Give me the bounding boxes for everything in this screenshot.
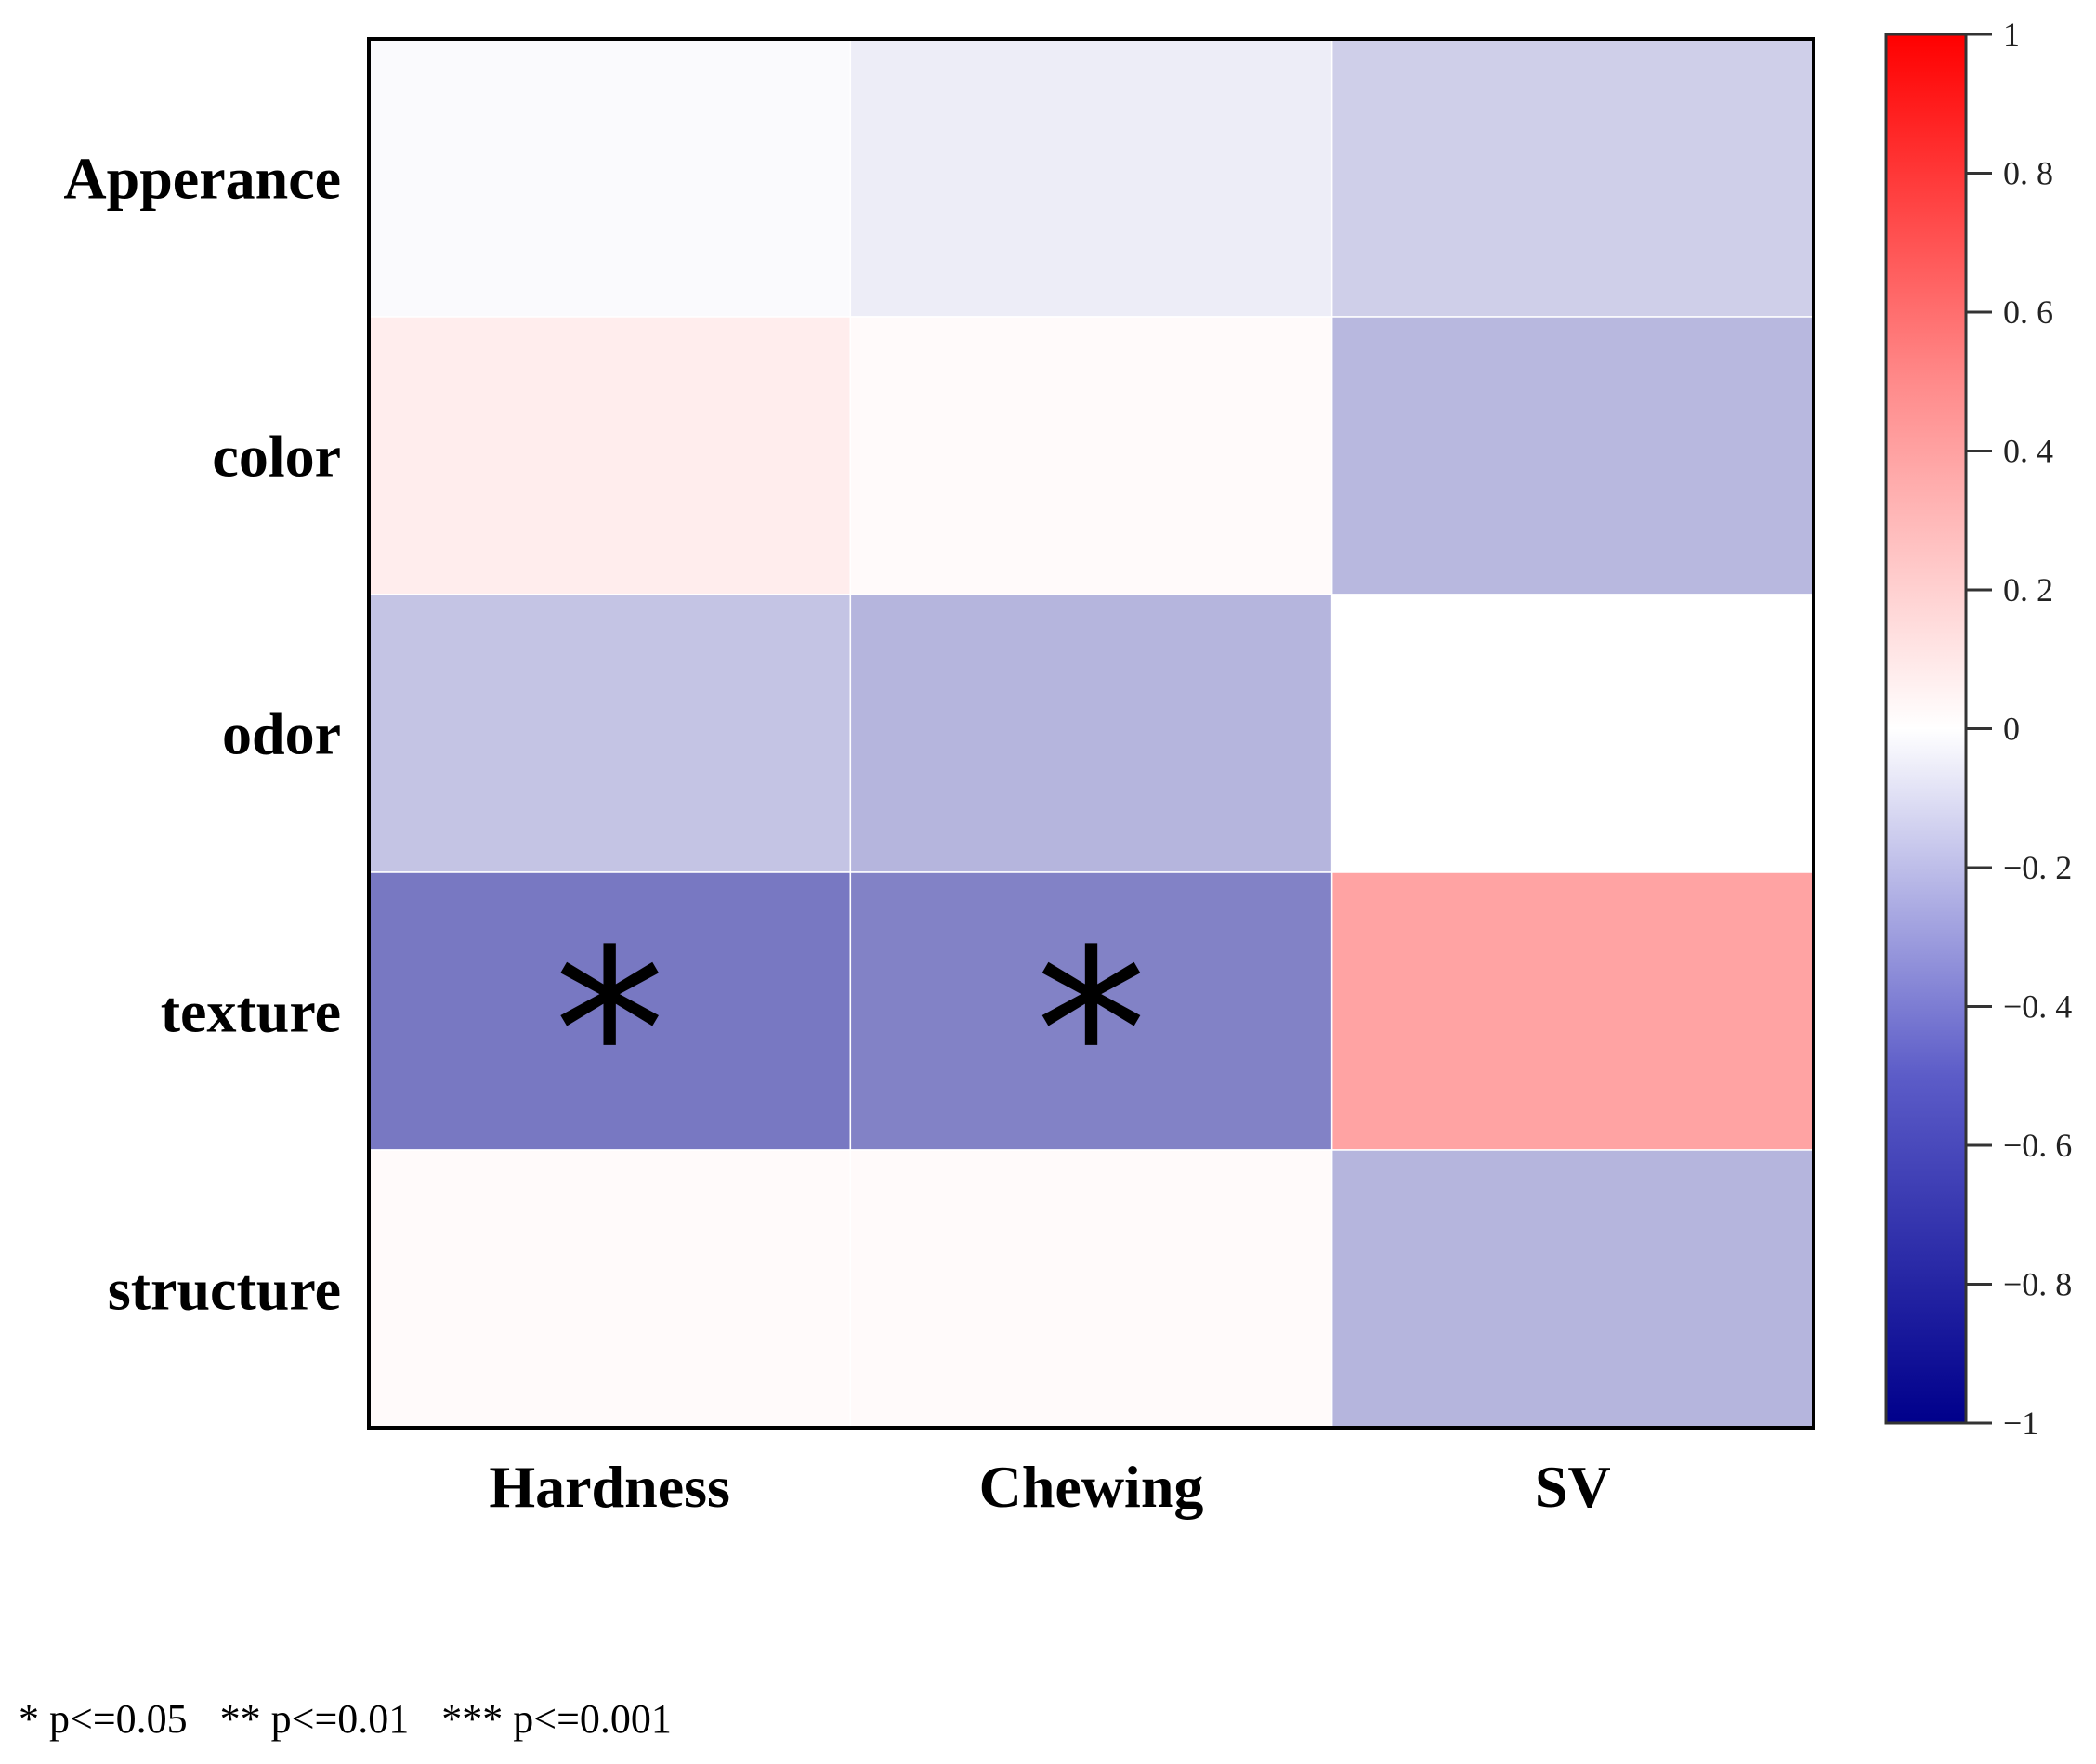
- column-label: SV: [1535, 1454, 1611, 1520]
- row-label: odor: [222, 701, 341, 767]
- colorbar-tick-label: −0. 8: [2003, 1266, 2072, 1303]
- significance-legend: * p<=0.05 ** p<=0.01 *** p<=0.001: [19, 1695, 694, 1743]
- heatmap-cell-texture-sv: [1330, 871, 1814, 1151]
- colorbar-tick-label: 0. 6: [2003, 294, 2053, 331]
- colorbar-tick-label: −0. 6: [2003, 1127, 2072, 1164]
- heatmap-cell-structure-hardness: [368, 1149, 852, 1429]
- row-label: texture: [161, 979, 341, 1045]
- column-label: Hardness: [489, 1454, 730, 1520]
- colorbar-tick-label: 1: [2003, 16, 2020, 53]
- heatmap-cell-apperance-chewing: [849, 38, 1333, 318]
- colorbar-tick-label: 0: [2003, 711, 2020, 748]
- row-label: structure: [108, 1257, 341, 1323]
- colorbar-tick-label: −0. 2: [2003, 849, 2072, 886]
- colorbar: [1884, 33, 1968, 1425]
- heatmap-cell-color-chewing: [849, 316, 1333, 595]
- colorbar-tick-label: −1: [2003, 1405, 2038, 1442]
- heatmap-cell-odor-sv: [1330, 594, 1814, 873]
- legend-note-3: *** p<=0.001: [441, 1696, 672, 1742]
- plot-frame: [367, 37, 1815, 1430]
- legend-note-2: ** p<=0.01: [219, 1696, 410, 1742]
- column-labels: Hardness Chewing SV: [489, 1454, 1610, 1520]
- colorbar-ticks: 1 0. 8 0. 6 0. 4 0. 2 0 −0. 2 −0. 4 −0. 6 −0. 8 −1: [1966, 16, 2072, 1442]
- colorbar-tick-label: 0. 8: [2003, 155, 2053, 192]
- significance-star: *: [1036, 902, 1147, 1162]
- heatmap-cell-apperance-hardness: [368, 38, 852, 318]
- heatmap-cell-structure-chewing: [849, 1149, 1333, 1429]
- heatmap-cell-texture-chewing: [849, 871, 1333, 1151]
- row-label: Apperance: [63, 146, 341, 212]
- heatmap-cell-texture-hardness: [368, 871, 852, 1151]
- colorbar-tick-label: −0. 4: [2003, 988, 2072, 1026]
- heatmap-cell-odor-hardness: [368, 594, 852, 873]
- colorbar-tick-label: 0. 4: [2003, 433, 2053, 470]
- significance-marks: * *: [554, 902, 1146, 1162]
- heatmap-cells: [368, 38, 1814, 1429]
- legend-note-1: * p<=0.05: [19, 1696, 188, 1742]
- row-label: color: [212, 424, 341, 490]
- heatmap-cell-color-sv: [1330, 316, 1814, 595]
- heatmap-cell-structure-sv: [1330, 1149, 1814, 1429]
- column-label: Chewing: [979, 1454, 1204, 1520]
- heatmap-cell-color-hardness: [368, 316, 852, 595]
- row-labels: Apperance color odor texture structure: [63, 146, 341, 1323]
- colorbar-tick-label: 0. 2: [2003, 571, 2053, 608]
- heatmap-cell-odor-chewing: [849, 594, 1333, 873]
- significance-star: *: [554, 902, 665, 1162]
- heatmap-cell-apperance-sv: [1330, 38, 1814, 318]
